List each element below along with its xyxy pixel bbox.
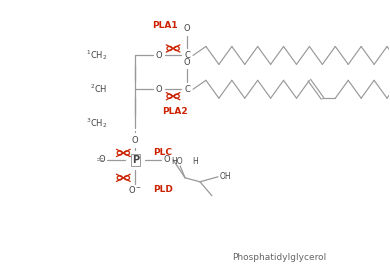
Text: PLD: PLD	[153, 185, 173, 194]
Text: O: O	[132, 136, 138, 144]
Text: O: O	[156, 51, 163, 60]
Text: PLC: PLC	[153, 148, 172, 157]
Text: OH: OH	[220, 172, 232, 181]
Text: O: O	[98, 155, 105, 164]
Text: H: H	[192, 157, 198, 166]
Text: C: C	[184, 85, 190, 94]
Text: O: O	[164, 155, 170, 164]
Text: O: O	[156, 85, 163, 94]
Text: PLA2: PLA2	[162, 107, 188, 116]
Text: PLA1: PLA1	[152, 21, 178, 30]
Text: Phosphatidylglycerol: Phosphatidylglycerol	[232, 253, 327, 262]
Text: O$^-$: O$^-$	[128, 184, 142, 195]
Text: $^3$CH$_2$: $^3$CH$_2$	[86, 116, 107, 130]
Text: O: O	[184, 24, 190, 33]
Text: C: C	[184, 51, 190, 60]
Text: P: P	[132, 155, 139, 165]
Text: O: O	[184, 58, 190, 67]
Text: HO: HO	[171, 157, 183, 166]
Text: $^1$CH$_2$: $^1$CH$_2$	[86, 48, 107, 62]
Text: =: =	[96, 155, 105, 165]
Text: $^2$CH: $^2$CH	[90, 83, 107, 95]
